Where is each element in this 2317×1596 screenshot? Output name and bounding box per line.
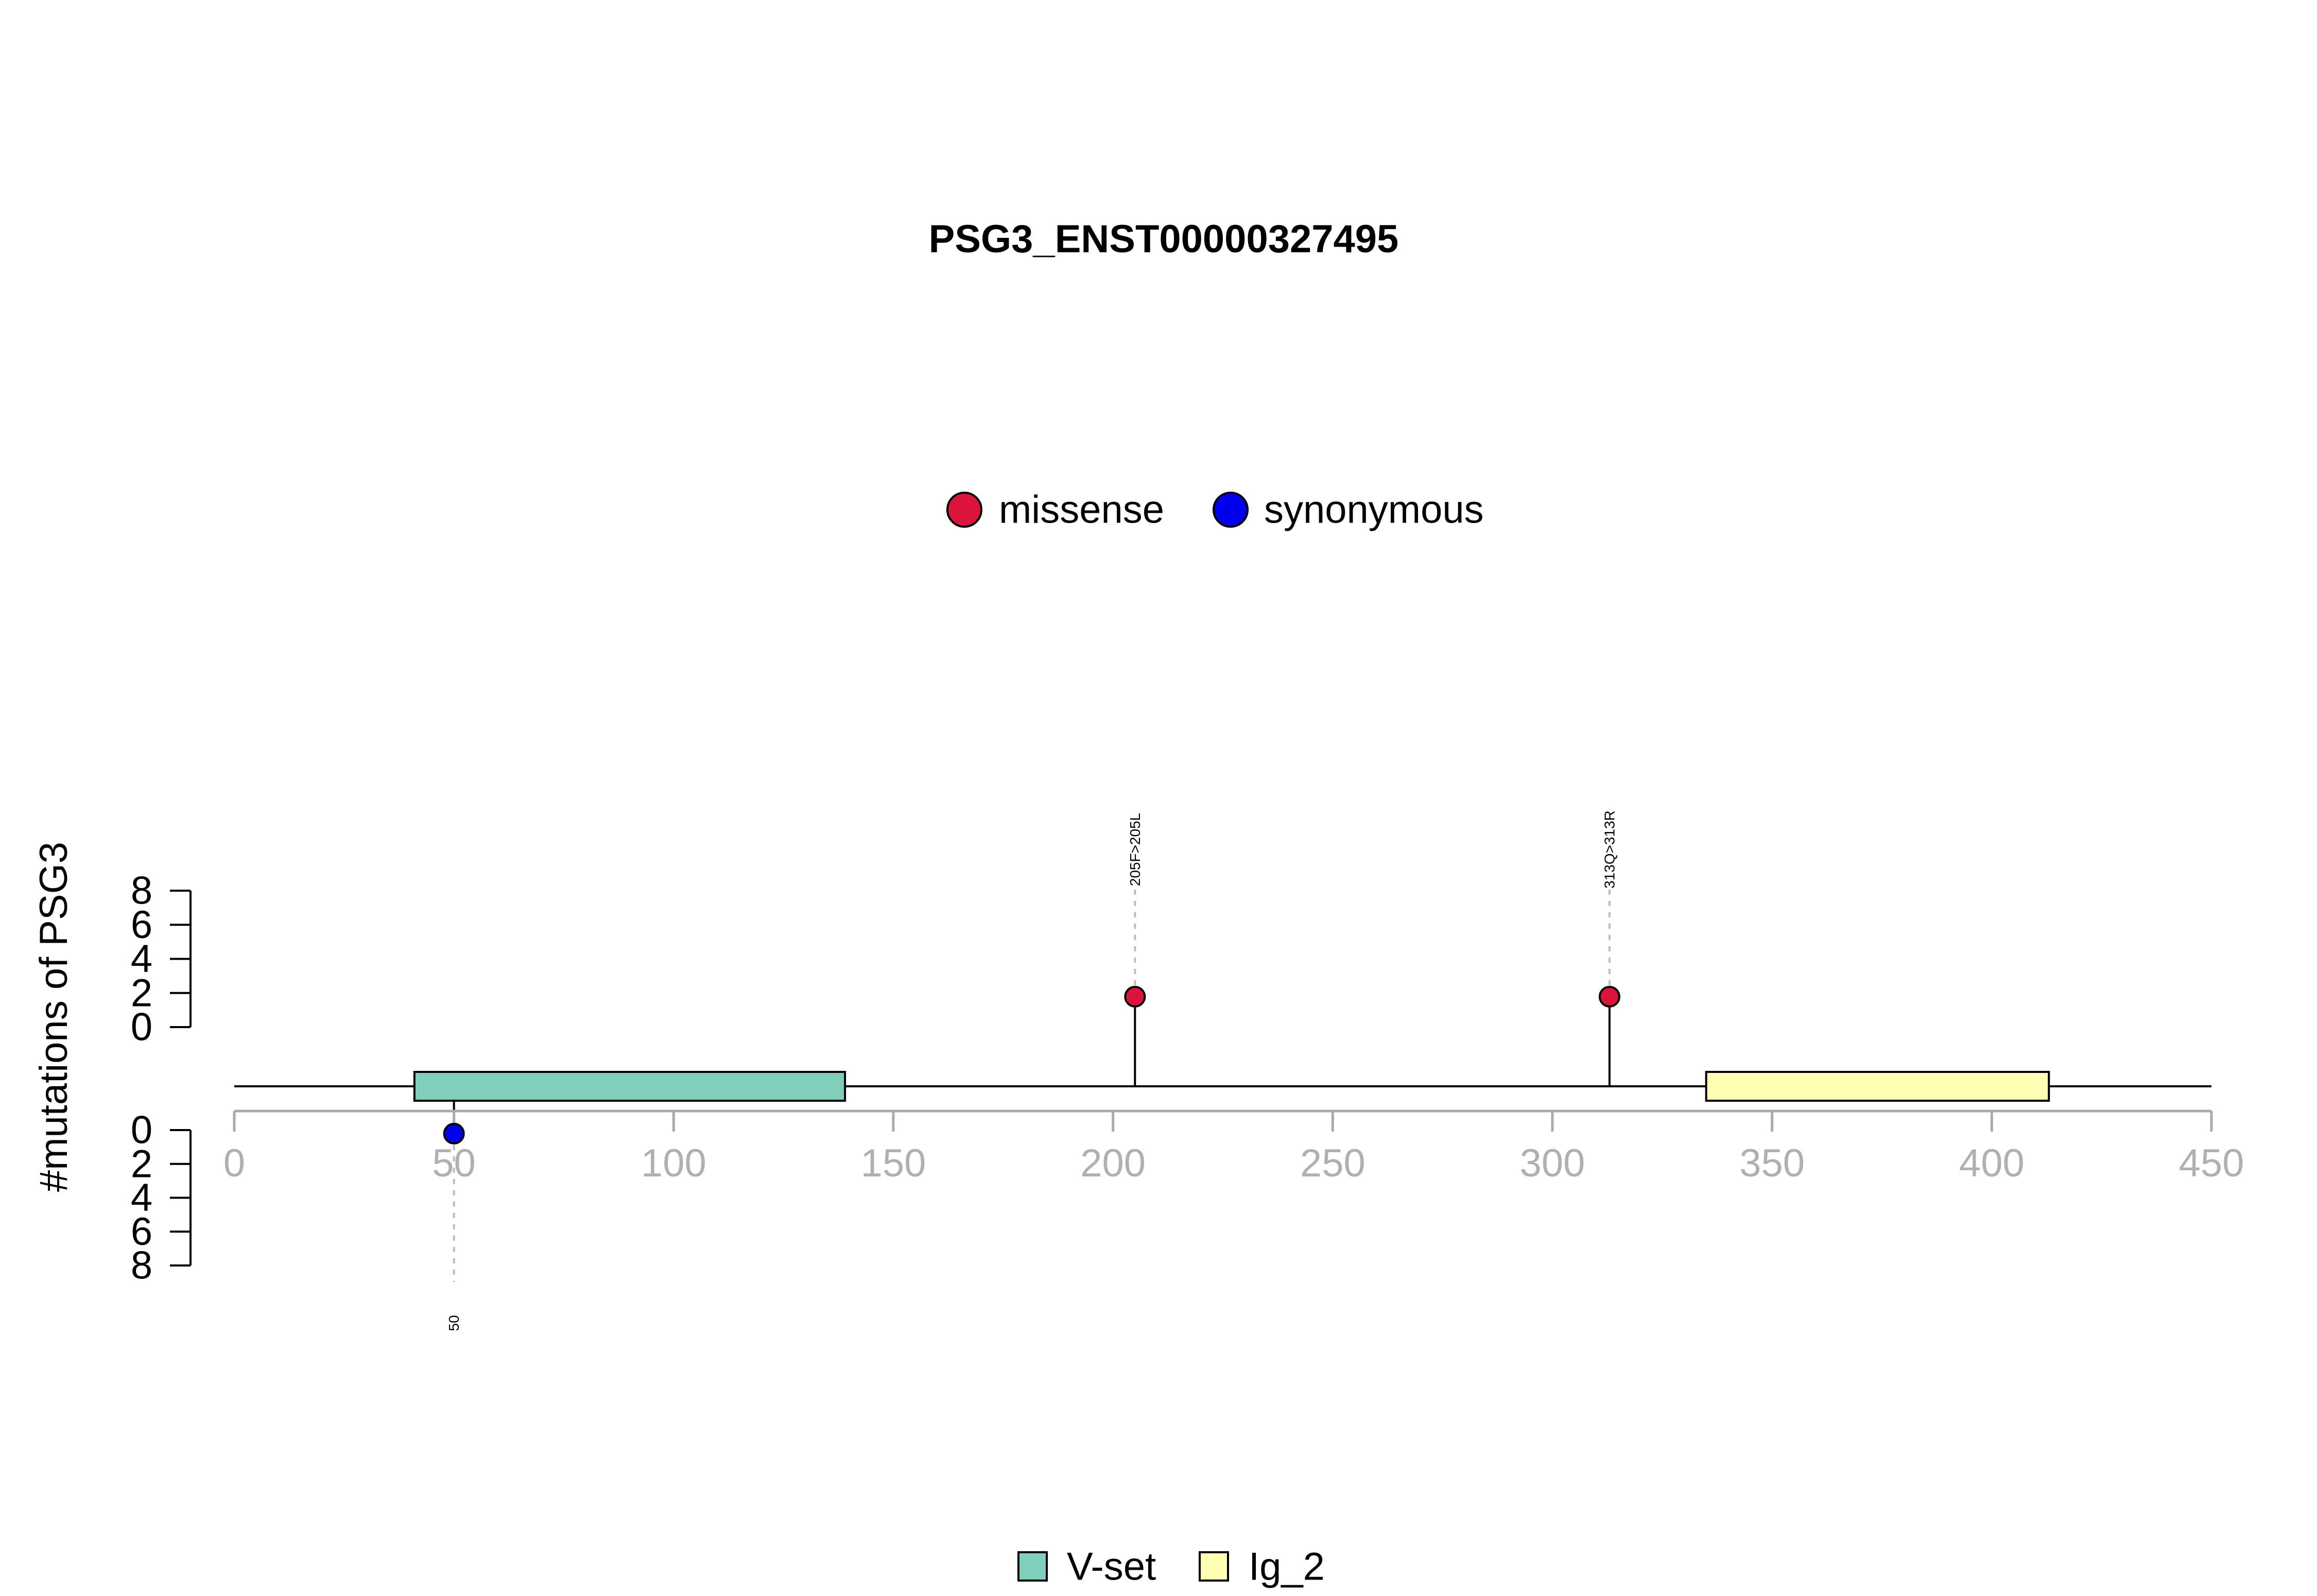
y-tick-label: 0 <box>131 1108 152 1152</box>
mutation-label: 205F>205L <box>1127 813 1143 886</box>
x-tick-label: 350 <box>1739 1141 1805 1185</box>
legend-swatch-missense <box>946 492 982 528</box>
x-tick-label: 250 <box>1300 1141 1365 1185</box>
mutation-point-missense <box>1124 985 1146 1008</box>
mutation-point-missense <box>1598 985 1620 1008</box>
domain-v-set <box>413 1071 846 1102</box>
x-tick-label: 400 <box>1959 1141 2025 1185</box>
legend-label-domain: Ig_2 <box>1249 1545 1325 1589</box>
legend-swatch-domain <box>1199 1551 1229 1582</box>
x-tick-label: 100 <box>641 1141 706 1185</box>
y-tick-label: 4 <box>131 937 152 981</box>
x-tick-label: 450 <box>2179 1141 2244 1185</box>
y-tick-label: 6 <box>131 903 152 947</box>
legend-label-synonymous: synonymous <box>1264 488 1484 532</box>
domain-legend: V-set Ig_2 <box>1017 1545 1325 1589</box>
mutation-label: 50 <box>446 1315 462 1331</box>
mutation-type-legend: missense synonymous <box>946 488 1484 532</box>
legend-label-domain: V-set <box>1067 1545 1156 1589</box>
x-axis: 0 50 100 150 200 250 300 350 400 450 <box>223 1109 2244 1185</box>
y-tick-label: 6 <box>131 1210 152 1254</box>
y-tick-label: 0 <box>131 1005 152 1049</box>
mutation-point-synonymous <box>443 1122 465 1144</box>
legend-swatch-synonymous <box>1213 492 1249 528</box>
x-tick-label: 300 <box>1520 1141 1585 1185</box>
mutation-label: 313Q>313R <box>1601 810 1617 889</box>
legend-swatch-domain <box>1017 1551 1048 1582</box>
x-tick-label: 150 <box>861 1141 926 1185</box>
y-tick-label: 8 <box>131 869 152 913</box>
y-axis-label: #mutations of PSG3 <box>32 842 76 1192</box>
y-tick-label: 4 <box>131 1176 152 1220</box>
y-tick-label: 8 <box>131 1244 152 1288</box>
protein-domains <box>413 1071 2050 1102</box>
x-tick-label: 200 <box>1080 1141 1146 1185</box>
legend-label-missense: missense <box>999 488 1164 532</box>
chart-title: PSG3_ENST00000327495 <box>929 217 1399 261</box>
mutation-points: 205F>205L 313Q>313R 50 <box>443 810 1620 1331</box>
y-tick-label: 2 <box>131 971 152 1015</box>
x-tick-label: 0 <box>223 1141 245 1185</box>
y-tick-label: 2 <box>131 1142 152 1186</box>
x-tick-label: 50 <box>432 1141 476 1185</box>
domain-ig-2 <box>1705 1071 2050 1102</box>
